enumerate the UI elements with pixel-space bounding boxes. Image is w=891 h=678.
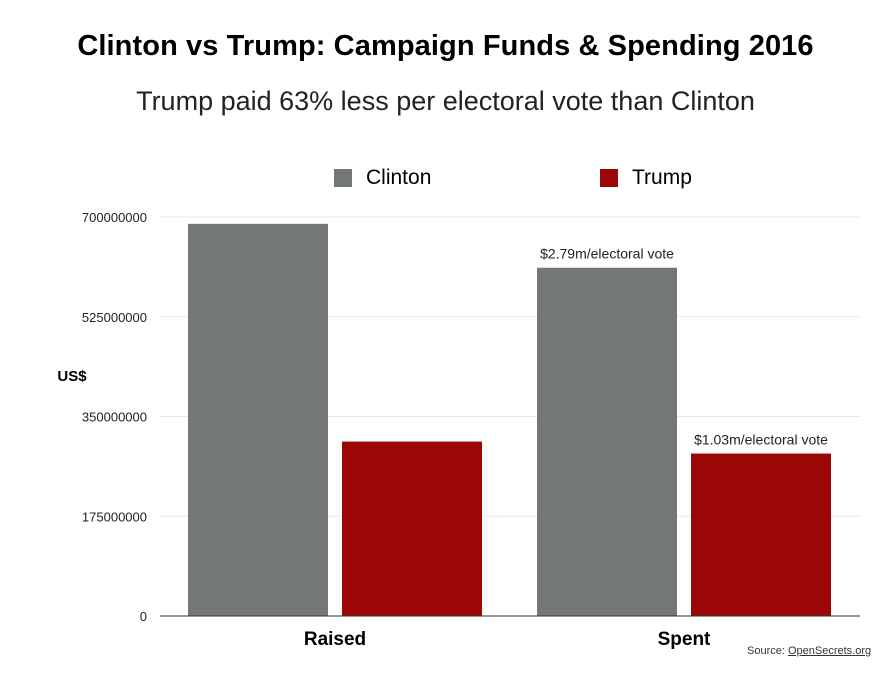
y-tick-label: 0 [140, 609, 147, 624]
legend-item-clinton: Clinton [334, 166, 431, 190]
data-label: $1.03m/electoral vote [694, 432, 828, 448]
chart-title: Clinton vs Trump: Campaign Funds & Spend… [77, 30, 814, 62]
legend: Clinton Trump [0, 166, 891, 196]
bar-trump-raised [342, 441, 482, 616]
y-tick-label: 525000000 [82, 310, 147, 325]
legend-label-trump: Trump [632, 166, 692, 189]
legend-swatch-clinton [334, 169, 352, 187]
y-tick-label: 700000000 [82, 210, 147, 225]
bar-trump-spent [691, 453, 831, 616]
legend-label-clinton: Clinton [366, 166, 432, 189]
source-credit: Source: OpenSecrets.org [747, 645, 871, 657]
data-label: $2.79m/electoral vote [540, 246, 674, 262]
bar-clinton-spent [537, 267, 677, 616]
y-tick-label: 175000000 [82, 509, 147, 524]
y-tick-label: 350000000 [82, 410, 147, 425]
x-tick-label: Raised [304, 629, 366, 650]
bar-clinton-raised [188, 223, 328, 616]
source-link[interactable]: OpenSecrets.org [787, 645, 872, 657]
legend-item-trump: Trump [600, 166, 692, 190]
y-axis-label: US$ [57, 368, 87, 385]
x-tick-label: Spent [658, 629, 711, 650]
source-prefix: Source: [747, 645, 788, 657]
chart-subtitle: Trump paid 63% less per electoral vote t… [136, 86, 755, 116]
legend-swatch-trump [600, 169, 618, 187]
